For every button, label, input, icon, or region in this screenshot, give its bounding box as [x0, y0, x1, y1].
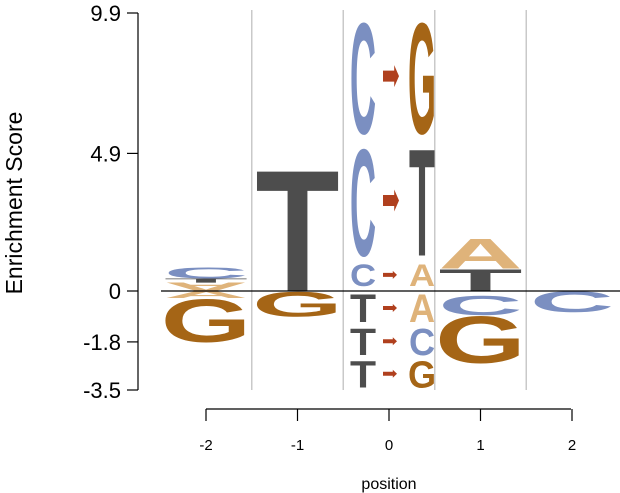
y-axis: 9.9 4.9 0 -1.8 -3.5 Enrichment Score	[1, 1, 139, 403]
logo-letter-c: C	[350, 116, 376, 288]
svg-text:G: G	[408, 353, 436, 396]
svg-text:G: G	[161, 287, 252, 355]
substitution-arrow	[383, 369, 397, 378]
svg-text:C: C	[350, 258, 376, 293]
y-tick-label: -3.5	[83, 378, 121, 403]
position-separators	[251, 10, 527, 390]
svg-text:C: C	[164, 264, 248, 281]
svg-text:T: T	[409, 117, 435, 289]
logo-letter-c: C	[350, 258, 376, 293]
svg-text:C: C	[438, 290, 522, 321]
logo-letter-g: G	[435, 303, 526, 377]
svg-text:T: T	[350, 287, 376, 331]
logo-letter-g: G	[408, 0, 436, 168]
svg-text:C: C	[409, 320, 435, 363]
logo-letter-t: T	[409, 117, 435, 289]
logo-letter-t: T	[350, 287, 376, 331]
y-tick-label: 9.9	[90, 1, 121, 26]
logo-letter-a: A	[164, 289, 248, 300]
x-tick-label: 0	[385, 437, 393, 454]
logo-letter-g: G	[408, 353, 436, 396]
svg-text:A: A	[164, 280, 248, 293]
svg-text:A: A	[438, 229, 522, 277]
logo-letter-c: C	[164, 264, 248, 281]
logo-letter-t: T	[164, 277, 248, 284]
svg-text:A: A	[409, 288, 435, 332]
x-axis-title: position	[361, 476, 416, 493]
svg-text:T: T	[350, 320, 376, 363]
y-tick-label: -1.8	[83, 330, 121, 355]
x-tick-label: -1	[291, 437, 304, 454]
logo-letter-t: T	[350, 353, 376, 396]
substitution-arrow	[383, 270, 397, 279]
logo-letter-a: A	[409, 288, 435, 332]
svg-text:G: G	[435, 303, 526, 377]
y-axis-title: Enrichment Score	[1, 112, 27, 295]
logo-letter-t: T	[350, 320, 376, 363]
logo-letter-c: C	[438, 290, 522, 321]
logo-letter-c: C	[350, 0, 376, 168]
x-tick-label: -2	[199, 437, 212, 454]
svg-text:T: T	[438, 263, 522, 298]
svg-text:A: A	[409, 258, 435, 293]
svg-text:C: C	[350, 0, 376, 168]
logo-letter-a: A	[438, 229, 522, 277]
logo-letter-g: G	[161, 287, 252, 355]
logo-letter-t: T	[438, 263, 522, 298]
svg-text:A: A	[164, 289, 248, 300]
svg-text:T: T	[164, 277, 248, 284]
x-tick-label: 1	[476, 437, 484, 454]
y-tick-label: 4.9	[90, 141, 121, 166]
substitution-arrow	[383, 303, 397, 312]
substitution-arrow	[383, 65, 399, 88]
logo-letter-c: C	[409, 320, 435, 363]
x-tick-label: 2	[568, 437, 576, 454]
svg-text:T: T	[255, 135, 339, 329]
svg-text:C: C	[350, 116, 376, 288]
x-axis-ticks: -2 -1 0 1 2	[199, 409, 576, 454]
substitution-arrow	[383, 189, 399, 212]
substitution-arrow	[383, 337, 397, 346]
svg-text:T: T	[350, 353, 376, 396]
logo-letter-a: A	[409, 258, 435, 293]
x-axis: -2 -1 0 1 2 position	[199, 408, 576, 493]
logo-letter-t: T	[255, 135, 339, 329]
y-tick-label: 0	[109, 279, 121, 304]
y-axis-ticks: 9.9 4.9 0 -1.8 -3.5	[83, 1, 138, 403]
logo-letter-a: A	[164, 280, 248, 293]
svg-text:G: G	[408, 0, 436, 168]
